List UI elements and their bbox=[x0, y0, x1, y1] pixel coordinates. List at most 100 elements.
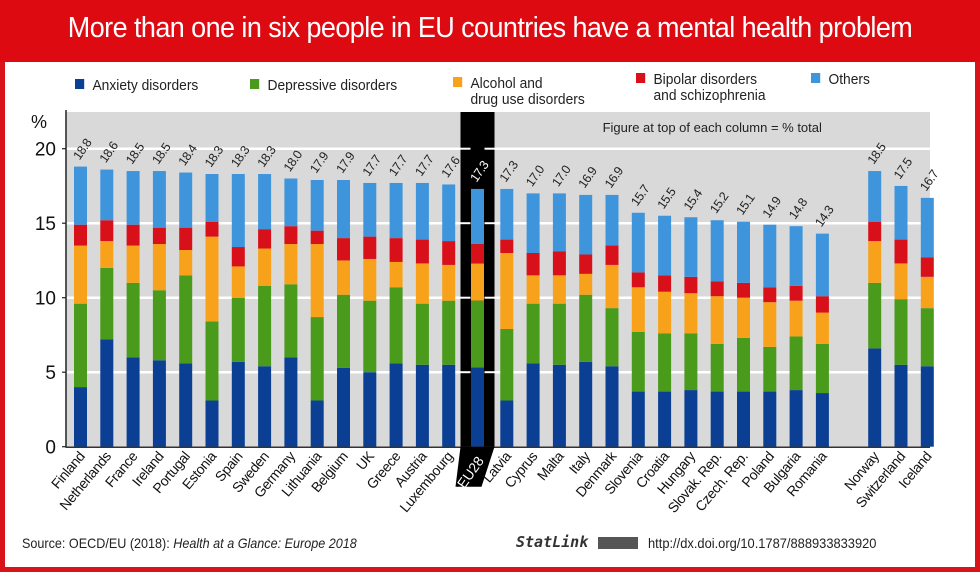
bar-segment-anxiety bbox=[815, 393, 829, 447]
bar-stack bbox=[894, 185, 908, 447]
legend-label-anxiety: Anxiety disorders bbox=[92, 77, 199, 94]
bar-segment-others bbox=[100, 169, 114, 221]
bar-segment-bipolar bbox=[789, 285, 803, 301]
bar-segment-bipolar bbox=[337, 238, 350, 261]
bar-stack bbox=[684, 217, 698, 447]
bar-segment-others bbox=[658, 215, 672, 276]
legend-item-anxiety: Anxiety disorders bbox=[75, 78, 198, 94]
bar-segment-depressive bbox=[205, 321, 219, 401]
bar-segment-depressive bbox=[868, 282, 882, 349]
bar-stack bbox=[789, 226, 803, 447]
bar-segment-anxiety bbox=[179, 363, 193, 447]
legend-item-bipolar: Bipolar disorders and schizophrenia bbox=[636, 72, 766, 104]
bar-segment-depressive bbox=[605, 308, 619, 367]
y-tick-label: 5 bbox=[45, 363, 56, 384]
bar-segment-bipolar bbox=[920, 257, 934, 277]
bar-segment-alcohol bbox=[415, 263, 429, 304]
bar-segment-others bbox=[74, 166, 87, 225]
bar-segment-others bbox=[631, 212, 645, 273]
bar-segment-others bbox=[205, 174, 219, 222]
bar-stack bbox=[100, 169, 114, 447]
bar-stack bbox=[152, 171, 166, 447]
bar-segment-anxiety bbox=[710, 391, 724, 447]
bar-segment-anxiety bbox=[920, 366, 934, 447]
bar-stack bbox=[710, 220, 724, 447]
bar-segment-depressive bbox=[310, 317, 324, 401]
bar-segment-anxiety bbox=[658, 391, 672, 447]
bar-segment-anxiety bbox=[684, 390, 698, 447]
bar-segment-anxiety bbox=[337, 367, 350, 447]
bar-segment-bipolar bbox=[363, 236, 377, 259]
bar-segment-depressive bbox=[631, 331, 645, 392]
bar-segment-others bbox=[868, 171, 882, 222]
bar-stack bbox=[205, 174, 219, 447]
bar-stack bbox=[179, 172, 193, 447]
bar-segment-bipolar bbox=[868, 221, 882, 242]
bar-segment-anxiety bbox=[442, 364, 456, 447]
legend-item-alcohol: Alcohol and drug use disorders bbox=[453, 76, 585, 108]
bar-segment-anxiety bbox=[737, 391, 750, 447]
bar-stack bbox=[231, 174, 245, 447]
bar-segment-bipolar bbox=[552, 251, 566, 276]
bar-stack bbox=[74, 166, 87, 447]
bar-segment-anxiety bbox=[894, 364, 908, 447]
bar-segment-bipolar bbox=[100, 220, 114, 242]
bar-stack bbox=[920, 197, 934, 447]
bar-segment-bipolar bbox=[737, 282, 750, 298]
bar-segment-others bbox=[126, 171, 140, 225]
bar-stack bbox=[415, 182, 429, 447]
bar-segment-bipolar bbox=[126, 224, 140, 246]
bar-segment-others bbox=[152, 171, 166, 228]
bar-segment-bipolar bbox=[710, 281, 724, 297]
legend-label-depressive: Depressive disorders bbox=[267, 77, 398, 94]
bar-segment-others bbox=[605, 194, 619, 246]
bar-segment-alcohol bbox=[231, 266, 245, 298]
bar-segment-anxiety bbox=[605, 366, 619, 447]
bar-segment-depressive bbox=[100, 267, 114, 340]
bar-segment-bipolar bbox=[658, 275, 672, 292]
bar-segment-others bbox=[815, 233, 829, 297]
statlink-url[interactable]: http://dx.doi.org/10.1787/888933833920 bbox=[648, 535, 877, 551]
bar-segment-alcohol bbox=[605, 264, 619, 309]
title-banner: More than one in six people in EU countr… bbox=[0, 0, 980, 62]
bar-segment-anxiety bbox=[363, 372, 377, 447]
legend-item-depressive: Depressive disorders bbox=[250, 78, 397, 94]
bar-segment-anxiety bbox=[152, 360, 166, 447]
statlink-label[interactable]: StatLink bbox=[516, 533, 589, 551]
legend-label-others: Others bbox=[828, 71, 870, 88]
bar-stack bbox=[605, 194, 619, 447]
bar-segment-others bbox=[579, 194, 593, 255]
bar-stack bbox=[258, 174, 272, 447]
bar-segment-depressive bbox=[442, 300, 456, 365]
bar-segment-bipolar bbox=[152, 227, 166, 245]
y-tick-label: 20 bbox=[35, 140, 56, 161]
bar-segment-anxiety bbox=[310, 400, 324, 447]
bar-segment-alcohol bbox=[74, 245, 87, 304]
bar-segment-depressive bbox=[789, 336, 803, 391]
bar-segment-anxiety bbox=[789, 390, 803, 447]
legend-swatch-depressive bbox=[250, 79, 260, 89]
bar-segment-bipolar bbox=[526, 253, 540, 276]
bar-segment-alcohol bbox=[442, 264, 456, 301]
bar-segment-others bbox=[442, 184, 456, 242]
bar-segment-alcohol bbox=[658, 291, 672, 334]
bar-segment-others bbox=[763, 224, 777, 288]
bar-segment-others bbox=[415, 182, 429, 240]
bar-segment-alcohol bbox=[710, 296, 724, 344]
bar-segment-alcohol bbox=[284, 244, 298, 285]
bar-segment-bipolar bbox=[605, 245, 619, 265]
bar-segment-bipolar bbox=[389, 238, 403, 262]
bar-segment-anxiety bbox=[763, 391, 777, 447]
bar-segment-others bbox=[920, 197, 934, 258]
bar-stack bbox=[552, 193, 566, 447]
chart-note: Figure at top of each column = % total bbox=[603, 120, 822, 135]
bar-segment-others bbox=[710, 220, 724, 282]
bar-segment-others bbox=[310, 179, 324, 231]
bar-segment-depressive bbox=[579, 294, 593, 362]
bar-segment-depressive bbox=[179, 275, 193, 364]
legend-label-alcohol: Alcohol and drug use disorders bbox=[470, 75, 585, 108]
bar-segment-anxiety bbox=[552, 364, 566, 447]
bars bbox=[74, 166, 934, 447]
bar-segment-others bbox=[337, 179, 350, 239]
bar-segment-alcohol bbox=[815, 312, 829, 344]
